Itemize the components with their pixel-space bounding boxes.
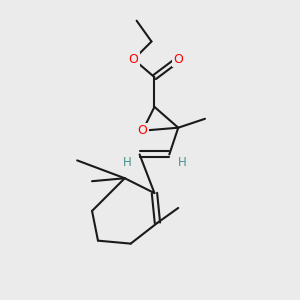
Text: H: H — [177, 156, 186, 169]
Text: O: O — [129, 53, 139, 66]
Text: O: O — [173, 53, 183, 66]
Text: H: H — [123, 156, 131, 169]
Text: O: O — [138, 124, 148, 137]
